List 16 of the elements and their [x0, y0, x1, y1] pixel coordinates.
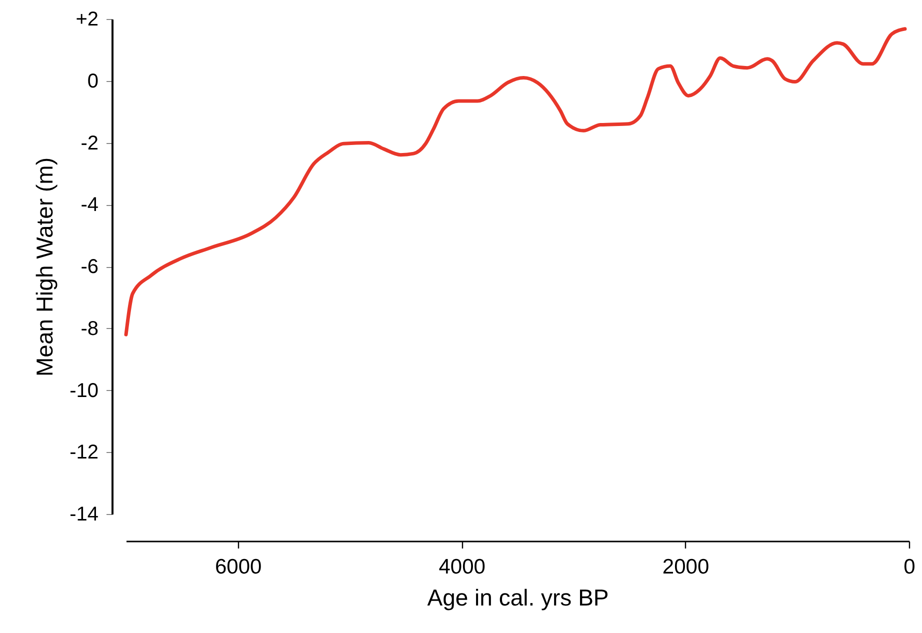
y-tick-label: -8	[80, 318, 98, 340]
x-tick-label: 4000	[438, 556, 486, 578]
y-tick-label: -6	[80, 256, 98, 278]
y-tick-label: -12	[70, 442, 98, 464]
y-tick-label: +2	[76, 8, 98, 30]
line-series	[124, 27, 907, 336]
x-axis-title: Age in cal. yrs BP	[427, 584, 609, 610]
x-tick-label: 2000	[662, 556, 710, 578]
y-axis-title: Mean High Water (m)	[32, 158, 58, 376]
x-tick-label: 0	[904, 556, 916, 578]
y-tick-label: -10	[70, 380, 98, 402]
y-tick-label: 0	[87, 70, 98, 92]
y-tick-label: -4	[80, 194, 98, 216]
x-tick-label: 6000	[215, 556, 262, 578]
y-tick-label: -2	[80, 132, 98, 154]
y-tick-label: -14	[70, 504, 98, 526]
